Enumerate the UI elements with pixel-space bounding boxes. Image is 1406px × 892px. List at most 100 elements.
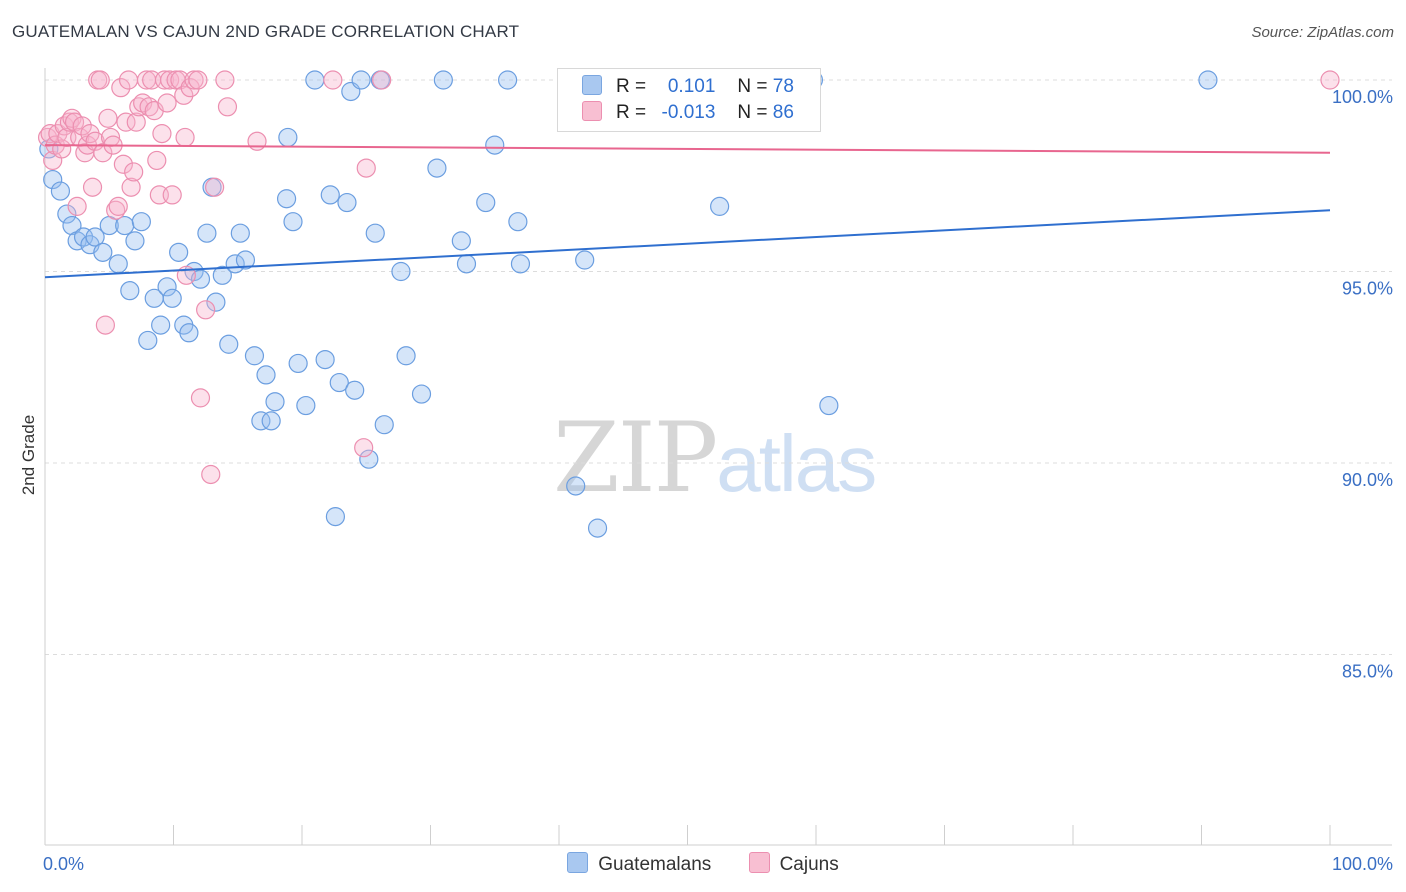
legend-label-cajuns: Cajuns: [779, 854, 839, 875]
data-point: [354, 438, 374, 458]
data-point: [456, 254, 477, 274]
data-point: [345, 380, 365, 400]
watermark-zip: ZIP: [553, 402, 718, 514]
data-point: [116, 112, 136, 132]
series-legend: Guatemalans Cajuns: [0, 852, 1406, 876]
data-point: [118, 70, 139, 90]
data-point: [396, 346, 416, 366]
legend-r-label: R =: [616, 102, 647, 123]
data-point: [351, 70, 371, 90]
data-point: [212, 265, 232, 285]
data-point: [251, 411, 271, 431]
data-point: [365, 223, 385, 243]
data-point: [359, 449, 379, 469]
data-point: [190, 388, 211, 408]
data-point: [113, 154, 133, 174]
y-tick-label: 95.0%: [1342, 279, 1393, 299]
data-point: [151, 315, 171, 335]
data-point: [162, 288, 182, 308]
data-point: [710, 196, 730, 216]
data-point: [323, 70, 343, 90]
data-point: [230, 223, 250, 243]
data-point: [126, 112, 146, 132]
tick-labels: 100.0% 95.0% 90.0% 85.0% 0.0% 100.0% 2nd Grade: [19, 87, 1393, 874]
data-point: [819, 395, 839, 416]
legend-swatch-cajuns: [748, 852, 770, 873]
data-point: [169, 242, 189, 262]
data-point: [138, 330, 158, 351]
data-point: [1320, 70, 1340, 90]
data-point: [566, 476, 586, 496]
data-point: [372, 70, 392, 90]
data-point: [391, 261, 411, 282]
data-point: [62, 215, 82, 236]
chart-title: GUATEMALAN VS CAJUN 2ND GRADE CORRELATIO…: [12, 22, 520, 41]
data-point: [154, 70, 175, 90]
data-point: [50, 181, 71, 201]
data-point: [162, 185, 182, 205]
legend-item-cajuns[interactable]: Cajuns: [748, 852, 839, 876]
data-point: [433, 70, 453, 90]
data-point: [575, 250, 595, 270]
legend-label-guatemalans: Guatemalans: [598, 854, 712, 875]
data-point: [121, 177, 141, 197]
data-point: [247, 131, 267, 151]
trend-line-cajuns: [44, 144, 1331, 154]
data-point: [90, 70, 110, 90]
legend-swatch-guatemalans: [567, 852, 589, 873]
data-point: [93, 143, 113, 163]
data-point: [278, 127, 298, 148]
data-point: [215, 70, 235, 90]
data-point: [131, 212, 151, 232]
data-point: [108, 196, 128, 216]
data-point: [256, 365, 276, 385]
data-point: [374, 415, 394, 435]
legend-r-label: R =: [616, 76, 647, 97]
data-point: [175, 127, 195, 148]
data-point: [108, 254, 128, 274]
legend-swatch-cajuns: [582, 101, 602, 121]
series-cajuns: [37, 70, 1340, 485]
data-point: [325, 507, 346, 527]
data-point: [95, 315, 115, 335]
data-point: [485, 135, 505, 155]
data-point: [498, 70, 518, 90]
data-point: [125, 231, 145, 251]
stats-legend: R = 0.101 N = 78 R = -0.013 N = 86: [557, 68, 821, 132]
data-point: [111, 78, 131, 98]
data-point: [411, 384, 432, 404]
data-point: [147, 150, 167, 171]
data-point: [93, 242, 113, 262]
legend-n-value: 78: [772, 76, 794, 97]
data-point: [265, 392, 285, 412]
legend-row-cajuns: R = -0.013 N = 86: [582, 101, 794, 127]
trend-line-guatemalans: [44, 209, 1331, 279]
data-point: [174, 85, 194, 105]
gridlines: [45, 79, 1392, 655]
data-point: [329, 372, 349, 393]
data-point: [73, 227, 94, 247]
legend-n-label: N =: [737, 102, 768, 123]
data-point: [179, 323, 199, 343]
data-point: [205, 177, 225, 197]
data-point: [356, 158, 376, 178]
data-point: [157, 93, 177, 113]
legend-row-guatemalans: R = 0.101 N = 78: [582, 75, 794, 101]
x-tick-label: 100.0%: [1332, 854, 1393, 874]
data-point: [1198, 70, 1218, 90]
y-tick-label: 100.0%: [1332, 87, 1393, 107]
data-point: [261, 411, 281, 431]
data-point: [98, 108, 118, 128]
data-point: [476, 192, 496, 213]
legend-swatch-guatemalans: [582, 75, 602, 95]
data-point: [139, 97, 159, 117]
data-point: [510, 254, 531, 274]
data-point: [427, 158, 447, 178]
legend-item-guatemalans[interactable]: Guatemalans: [567, 852, 711, 876]
data-point: [160, 70, 180, 90]
data-point: [67, 196, 87, 216]
legend-n-label: N =: [737, 76, 768, 97]
data-point: [120, 281, 140, 301]
legend-r-value: 0.101: [667, 76, 716, 97]
data-point: [217, 97, 238, 117]
